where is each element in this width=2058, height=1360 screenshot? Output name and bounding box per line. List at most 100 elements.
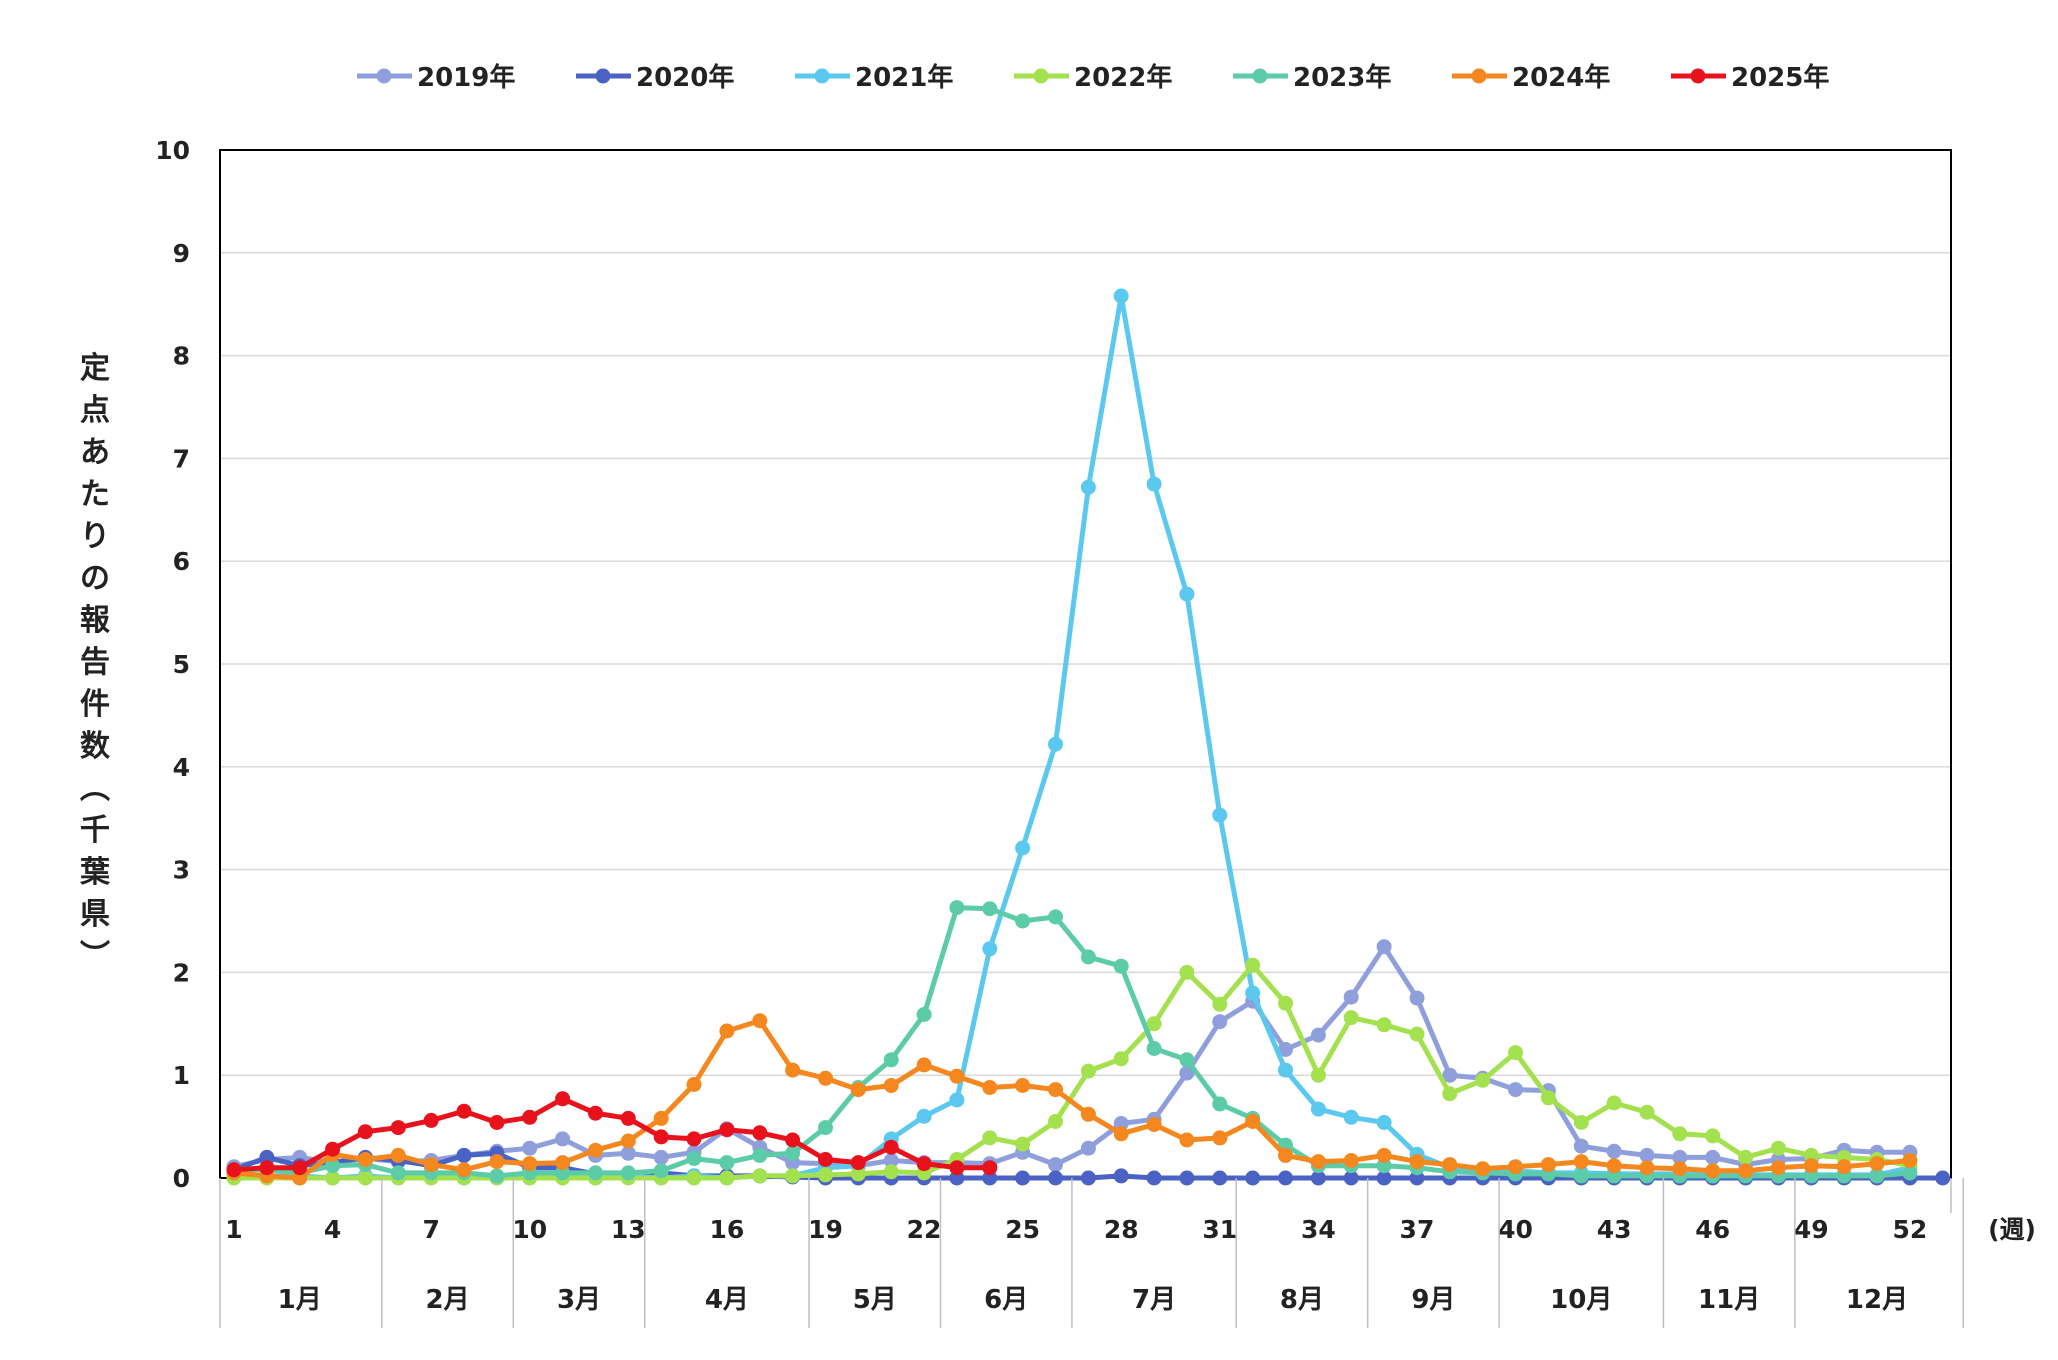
y-axis-label: 定点あたりの報告件数︵千葉県︶ <box>79 351 111 974</box>
legend-item: 2025年 <box>1671 62 1829 93</box>
data-point <box>982 941 998 957</box>
data-point <box>1080 1170 1096 1186</box>
data-point <box>226 1162 242 1178</box>
data-point <box>1902 1153 1918 1168</box>
data-point <box>1475 1072 1491 1088</box>
data-point <box>1048 1114 1063 1129</box>
data-point <box>1343 1170 1359 1186</box>
month-label: 1月 <box>278 1285 322 1315</box>
data-point <box>1902 1165 1918 1181</box>
data-point <box>752 1168 768 1184</box>
data-point <box>883 1164 899 1180</box>
series-line <box>231 905 1913 1179</box>
data-point <box>982 901 998 917</box>
data-point <box>719 1023 735 1039</box>
data-point <box>949 1160 965 1176</box>
data-point <box>1508 1082 1523 1098</box>
data-point <box>949 1068 965 1084</box>
data-point <box>522 1140 538 1156</box>
data-point <box>1639 1104 1655 1120</box>
data-point <box>555 1165 571 1181</box>
data-point <box>949 1170 965 1186</box>
x-tick-label: 31 <box>1202 1215 1237 1244</box>
data-point <box>1409 1170 1425 1186</box>
data-point <box>292 1170 308 1186</box>
data-point <box>1442 1067 1458 1083</box>
x-tick-label: 25 <box>1005 1215 1040 1244</box>
data-point <box>555 1091 571 1107</box>
data-point <box>1376 1115 1392 1130</box>
data-point <box>1278 1170 1293 1186</box>
data-point <box>653 1149 669 1165</box>
legend-item: 2023年 <box>1233 62 1391 93</box>
data-point <box>489 1168 505 1184</box>
data-point <box>1113 288 1129 304</box>
data-point <box>1573 1168 1589 1184</box>
data-point <box>1343 1153 1359 1168</box>
data-point <box>390 1120 406 1136</box>
data-point <box>982 1160 998 1176</box>
x-axis-table: 1 4 7 10 13 16 19 22 25 28 31 34 37 40 43 46 49 52 (週) 1月 2月… <box>219 1178 2036 1328</box>
legend-item: 2020年 <box>576 62 734 93</box>
data-point <box>620 1110 636 1126</box>
data-point <box>653 1163 669 1179</box>
data-point <box>1672 1161 1688 1177</box>
data-point <box>719 1170 735 1186</box>
data-point <box>752 1147 768 1163</box>
data-point <box>1935 1170 1951 1186</box>
data-point <box>785 1168 801 1184</box>
data-point <box>620 1145 636 1161</box>
legend-label: 2020年 <box>636 62 734 93</box>
data-point <box>1606 1158 1622 1174</box>
data-point <box>1212 807 1228 823</box>
data-point <box>1705 1149 1721 1165</box>
data-point <box>1278 995 1293 1011</box>
month-label: 8月 <box>1280 1285 1324 1315</box>
data-point <box>818 1152 833 1167</box>
data-point <box>1442 1157 1458 1173</box>
data-point <box>1080 479 1096 495</box>
x-tick-label: 34 <box>1301 1215 1336 1244</box>
data-point <box>916 1057 932 1073</box>
data-point <box>555 1155 571 1171</box>
data-point <box>423 1157 439 1173</box>
data-point <box>785 1062 801 1078</box>
data-point <box>456 1147 472 1163</box>
data-point <box>1015 1078 1031 1093</box>
y-tick-label: 3 <box>173 856 190 885</box>
data-point <box>1770 1160 1786 1176</box>
y-axis-title: 定点あたりの報告件数︵千葉県︶ <box>79 351 111 974</box>
data-point <box>1179 1170 1195 1186</box>
month-label: 9月 <box>1411 1285 1455 1315</box>
data-point <box>1015 913 1031 929</box>
month-label: 2月 <box>426 1285 470 1315</box>
series-line <box>231 293 1913 1181</box>
x-tick-label: 1 <box>225 1215 242 1244</box>
data-point <box>1310 1101 1326 1117</box>
x-tick-label: 49 <box>1794 1215 1829 1244</box>
month-label: 10月 <box>1550 1285 1612 1315</box>
data-point <box>1212 1130 1228 1146</box>
data-point <box>292 1160 308 1176</box>
data-point <box>390 1165 406 1181</box>
data-point <box>1409 1154 1425 1170</box>
x-tick-label: 19 <box>808 1215 843 1244</box>
data-point <box>1376 1147 1392 1163</box>
data-point <box>259 1149 275 1165</box>
data-point <box>456 1103 472 1119</box>
data-point <box>916 1156 932 1172</box>
month-label: 11月 <box>1698 1285 1760 1315</box>
data-point <box>785 1132 801 1148</box>
data-point <box>1113 1116 1129 1131</box>
data-point <box>818 1070 833 1086</box>
data-point <box>1343 989 1359 1005</box>
data-point <box>1442 1086 1458 1102</box>
y-tick-label: 6 <box>173 547 190 576</box>
data-point <box>1508 1045 1523 1061</box>
data-point <box>1475 1161 1491 1177</box>
data-point <box>1573 1115 1589 1130</box>
data-point <box>588 1105 603 1121</box>
data-point <box>653 1129 669 1145</box>
gridlines <box>220 252 1951 1076</box>
